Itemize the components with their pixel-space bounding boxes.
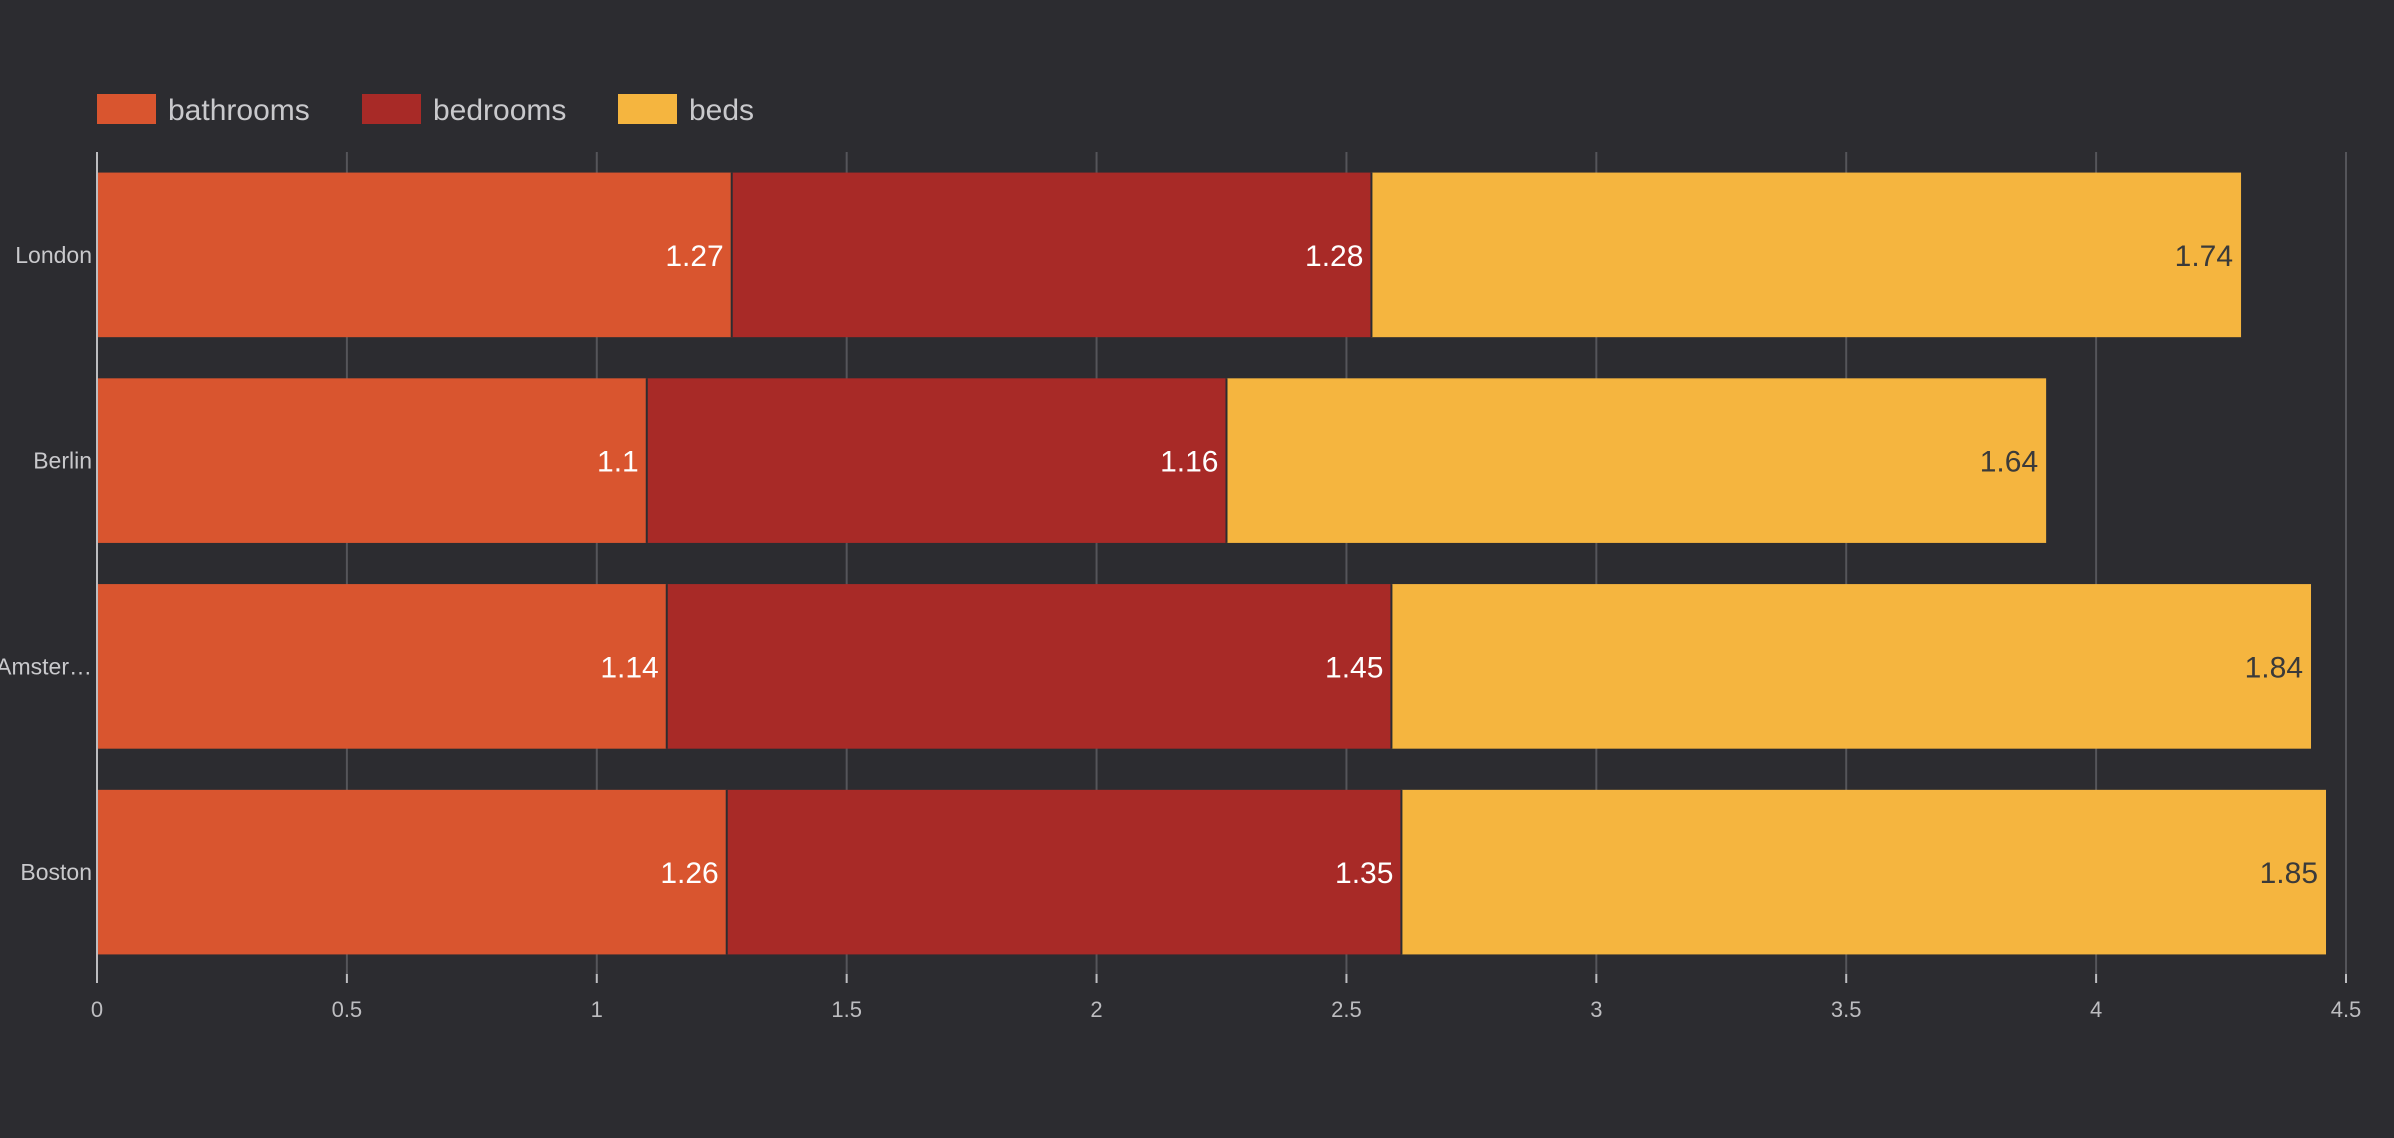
- x-tick-label: 2: [1090, 997, 1102, 1022]
- data-label-bedrooms: 1.28: [1305, 240, 1363, 273]
- x-tick-label: 4: [2090, 997, 2102, 1022]
- bar-bedrooms: [666, 584, 1392, 749]
- data-label-beds: 1.64: [1980, 446, 2038, 479]
- bar-bathrooms: [97, 378, 647, 543]
- category-label: London: [15, 242, 92, 268]
- data-label-bedrooms: 1.35: [1335, 857, 1393, 890]
- bar-bedrooms: [726, 789, 1402, 955]
- axes: 0 0.5 1 1.5 2 2.5 3 3.5 4 4.5 London Berlin Amster… B…: [0, 152, 2361, 1022]
- x-tick-label: 3.5: [1831, 997, 1862, 1022]
- bar-bedrooms: [731, 172, 1372, 338]
- data-label-beds: 1.84: [2245, 651, 2303, 684]
- x-tick-label: 2.5: [1331, 997, 1362, 1022]
- data-label-beds: 1.74: [2175, 240, 2233, 273]
- bar-bedrooms: [646, 378, 1227, 543]
- bar-beds: [1391, 584, 2312, 749]
- bars: [97, 172, 2327, 955]
- legend-swatch-beds: [618, 94, 677, 124]
- x-tick-label: 4.5: [2331, 997, 2362, 1022]
- data-labels: 1.27 1.28 1.74 1.1 1.16 1.64 1.14 1.45 1.84 1.26 1…: [597, 240, 2318, 890]
- category-label: Amster…: [0, 653, 92, 679]
- data-label-bathrooms: 1.14: [600, 651, 658, 684]
- data-label-bathrooms: 1.27: [665, 240, 723, 273]
- x-tick-label: 1: [591, 997, 603, 1022]
- x-tick-label: 0.5: [332, 997, 363, 1022]
- bar-beds: [1371, 172, 2242, 338]
- data-label-beds: 1.85: [2260, 857, 2318, 890]
- category-label: Boston: [20, 859, 92, 885]
- legend-swatch-bathrooms: [97, 94, 156, 124]
- x-tick-label: 3: [1590, 997, 1602, 1022]
- x-tick-label: 1.5: [831, 997, 862, 1022]
- legend-label-bathrooms: bathrooms: [168, 94, 310, 127]
- data-label-bedrooms: 1.45: [1325, 651, 1383, 684]
- data-label-bathrooms: 1.26: [660, 857, 718, 890]
- data-label-bedrooms: 1.16: [1160, 446, 1218, 479]
- data-label-bathrooms: 1.1: [597, 446, 639, 479]
- bar-beds: [1401, 789, 2327, 955]
- bar-bathrooms: [97, 584, 667, 749]
- category-label: Berlin: [33, 448, 92, 474]
- legend-label-bedrooms: bedrooms: [433, 94, 566, 127]
- bar-bathrooms: [97, 172, 732, 338]
- legend-swatch-bedrooms: [362, 94, 421, 124]
- legend-label-beds: beds: [689, 94, 754, 127]
- x-tick-label: 0: [91, 997, 103, 1022]
- legend: bathrooms bedrooms beds: [97, 94, 754, 127]
- bar-beds: [1226, 378, 2047, 543]
- bar-bathrooms: [97, 789, 727, 955]
